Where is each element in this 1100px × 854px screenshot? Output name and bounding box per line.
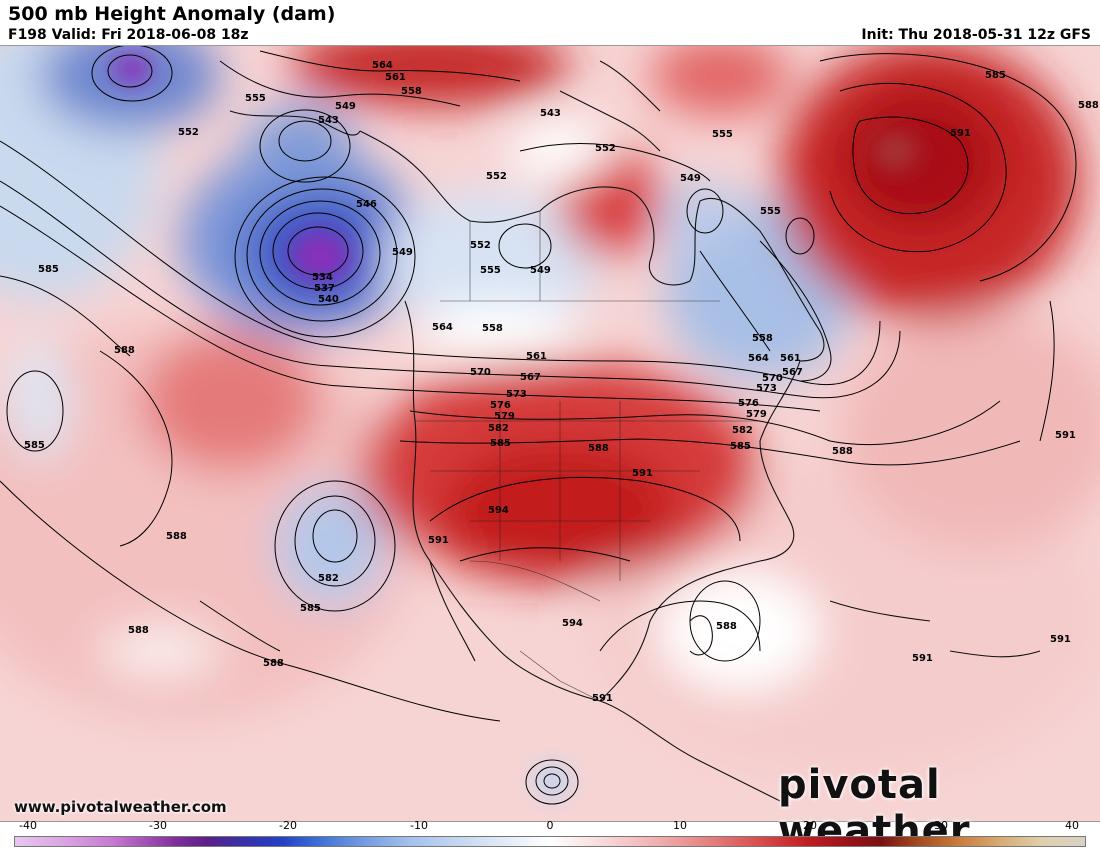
colorbar-tick: 40 [1065, 819, 1079, 832]
svg-text:555: 555 [760, 206, 781, 217]
svg-text:585: 585 [730, 441, 751, 452]
anomaly-map: 534 537 540 543 546 549 552 555 558 561 … [0, 45, 1100, 822]
contour-label: 567 [520, 372, 541, 383]
colorbar-tick: 10 [673, 819, 687, 832]
colorbar-tick: 20 [803, 819, 817, 832]
colorbar-tick: 0 [546, 819, 554, 832]
contour-label: 582 [488, 423, 509, 434]
colorbar-tick: -10 [410, 819, 428, 832]
svg-text:591: 591 [912, 653, 933, 664]
svg-text:582: 582 [732, 425, 753, 436]
svg-text:555: 555 [480, 265, 501, 276]
svg-text:564: 564 [372, 60, 393, 71]
contour-label: 543 [318, 115, 339, 126]
contour-labels: 534 537 540 543 546 549 552 555 558 561 … [24, 60, 1099, 704]
svg-text:576: 576 [738, 398, 759, 409]
svg-text:591: 591 [1050, 634, 1071, 645]
svg-text:588: 588 [1078, 100, 1099, 111]
contour-label: 555 [245, 93, 266, 104]
anomaly-shading [0, 46, 1100, 781]
coastlines [229, 60, 1041, 802]
svg-text:594: 594 [562, 618, 583, 629]
contour-label: 558 [482, 323, 503, 334]
contour-label: 588 [114, 345, 135, 356]
svg-text:552: 552 [595, 143, 616, 154]
svg-text:582: 582 [318, 573, 339, 584]
contour-label: 576 [490, 400, 511, 411]
svg-text:558: 558 [752, 333, 773, 344]
svg-text:591: 591 [592, 693, 613, 704]
svg-text:585: 585 [38, 264, 59, 275]
svg-text:591: 591 [1055, 430, 1076, 441]
svg-text:585: 585 [24, 440, 45, 451]
svg-text:555: 555 [712, 129, 733, 140]
colorbar-labels: -40 -30 -20 -10 0 10 20 30 40 [0, 819, 1100, 833]
contour-label: 561 [526, 351, 547, 362]
svg-text:585: 585 [985, 70, 1006, 81]
svg-text:558: 558 [401, 86, 422, 97]
svg-text:561: 561 [385, 72, 406, 83]
svg-text:588: 588 [588, 443, 609, 454]
contour-label: 564 [432, 322, 453, 333]
svg-text:549: 549 [680, 173, 701, 184]
svg-text:588: 588 [716, 621, 737, 632]
svg-text:564: 564 [748, 353, 769, 364]
svg-text:549: 549 [530, 265, 551, 276]
contour-label: 591 [632, 468, 653, 479]
svg-text:552: 552 [470, 240, 491, 251]
contour-label: 546 [356, 199, 377, 210]
svg-text:543: 543 [540, 108, 561, 119]
contour-label: 549 [335, 101, 356, 112]
init-time: Init: Thu 2018-05-31 12z GFS [861, 27, 1091, 43]
contour-label: 585 [490, 438, 511, 449]
chart-title: 500 mb Height Anomaly (dam) [8, 3, 336, 25]
svg-text:591: 591 [950, 128, 971, 139]
svg-text:588: 588 [128, 625, 149, 636]
svg-text:567: 567 [782, 367, 803, 378]
height-contours [0, 46, 1077, 805]
svg-text:570: 570 [762, 373, 783, 384]
svg-text:552: 552 [486, 171, 507, 182]
colorbar-tick: 30 [934, 819, 948, 832]
svg-text:588: 588 [166, 531, 187, 542]
colorbar-tick: -20 [279, 819, 297, 832]
svg-text:573: 573 [756, 383, 777, 394]
contour-label: 537 [314, 283, 335, 294]
contour-label: 570 [470, 367, 491, 378]
contour-label: 594 [488, 505, 509, 516]
contour-label: 573 [506, 389, 527, 400]
colorbar-tick: -30 [149, 819, 167, 832]
svg-text:585: 585 [300, 603, 321, 614]
colorbar [14, 836, 1086, 847]
contour-label: 540 [318, 294, 339, 305]
svg-text:549: 549 [392, 247, 413, 258]
valid-time: F198 Valid: Fri 2018-06-08 18z [8, 27, 249, 43]
contour-label: 552 [178, 127, 199, 138]
contour-label: 579 [494, 411, 515, 422]
svg-text:579: 579 [746, 409, 767, 420]
svg-text:561: 561 [780, 353, 801, 364]
svg-text:591: 591 [428, 535, 449, 546]
contour-label: 534 [312, 272, 333, 283]
site-url: www.pivotalweather.com [14, 798, 227, 816]
svg-text:588: 588 [263, 658, 284, 669]
colorbar-tick: -40 [19, 819, 37, 832]
svg-text:588: 588 [832, 446, 853, 457]
